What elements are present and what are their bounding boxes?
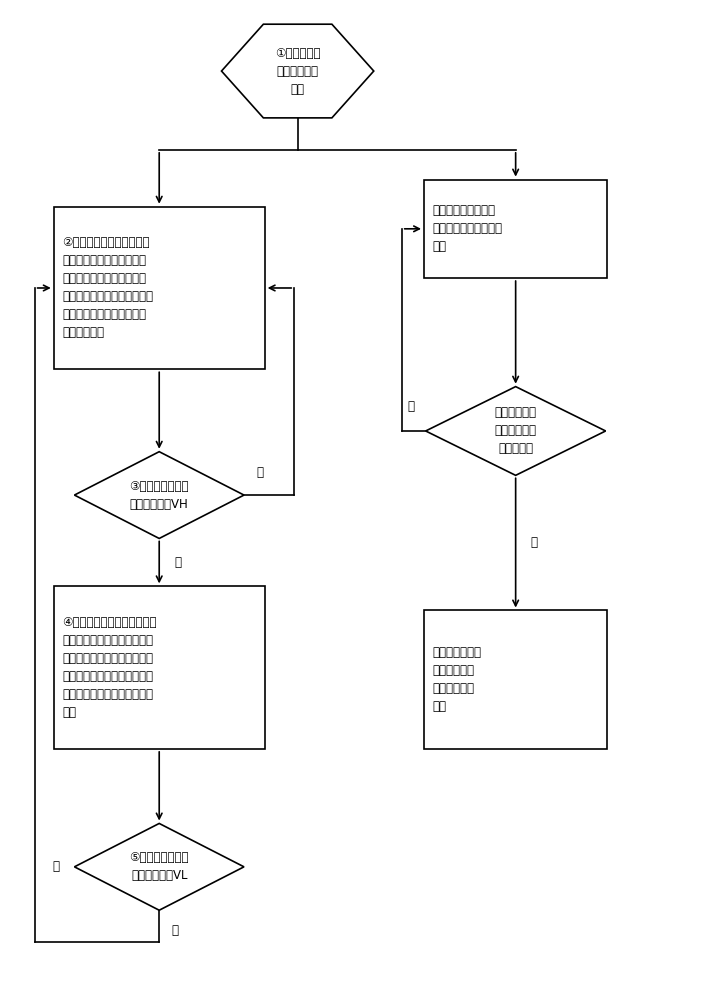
Polygon shape (426, 387, 606, 475)
Text: ㈠监测高压喷雾室的
压力，泄压阀处于关闭
状态: ㈠监测高压喷雾室的 压力，泄压阀处于关闭 状态 (432, 204, 502, 253)
Polygon shape (222, 24, 373, 118)
FancyBboxPatch shape (54, 207, 265, 369)
Text: ④高压电动泵抽取雾液回聚区
的液氨至过渡室，液氨再经喷
雾嘴阵列形成氨雾喷射于激光
器热沉上，部分汽化，未汽化
的氨雾转为液氨积聚至雾液回
聚区: ④高压电动泵抽取雾液回聚区 的液氨至过渡室，液氨再经喷 雾嘴阵列形成氨雾喷射于激… (62, 616, 157, 719)
Text: ㈡高压喷雾室
压力高于泄压
阀的设定值: ㈡高压喷雾室 压力高于泄压 阀的设定值 (495, 406, 537, 455)
Text: 否: 否 (52, 860, 59, 873)
Text: ㈣泄压阀开启，
过量氨气被排
至吸收水桶中
洗消: ㈣泄压阀开启， 过量氨气被排 至吸收水桶中 洗消 (432, 646, 481, 713)
Text: ⑤雾液回聚区液位
低于低液位值VL: ⑤雾液回聚区液位 低于低液位值VL (129, 851, 189, 882)
FancyBboxPatch shape (424, 610, 607, 748)
FancyBboxPatch shape (54, 586, 265, 749)
Polygon shape (74, 452, 244, 538)
Text: 是: 是 (174, 556, 181, 569)
Text: 是: 是 (172, 924, 179, 937)
FancyBboxPatch shape (424, 180, 607, 278)
Text: ③雾液回聚区液位
高于高液位值VH: ③雾液回聚区液位 高于高液位值VH (129, 480, 189, 511)
Text: 否: 否 (407, 400, 414, 413)
Text: ②液氨经高压储液罐、高压
电动泵被抽取至过渡室，再
经喷雾嘴阵列形成氨雾喷射
于激光器热沉上，部分汽化，
未汽化的氨雾转为液氨积聚
至雾液回聚区: ②液氨经高压储液罐、高压 电动泵被抽取至过渡室，再 经喷雾嘴阵列形成氨雾喷射 于… (62, 236, 153, 339)
Text: 否: 否 (256, 466, 263, 479)
Text: 是: 是 (531, 536, 538, 549)
Text: ①启动激光器
系统和热管理
装置: ①启动激光器 系统和热管理 装置 (275, 47, 321, 96)
Polygon shape (74, 823, 244, 910)
